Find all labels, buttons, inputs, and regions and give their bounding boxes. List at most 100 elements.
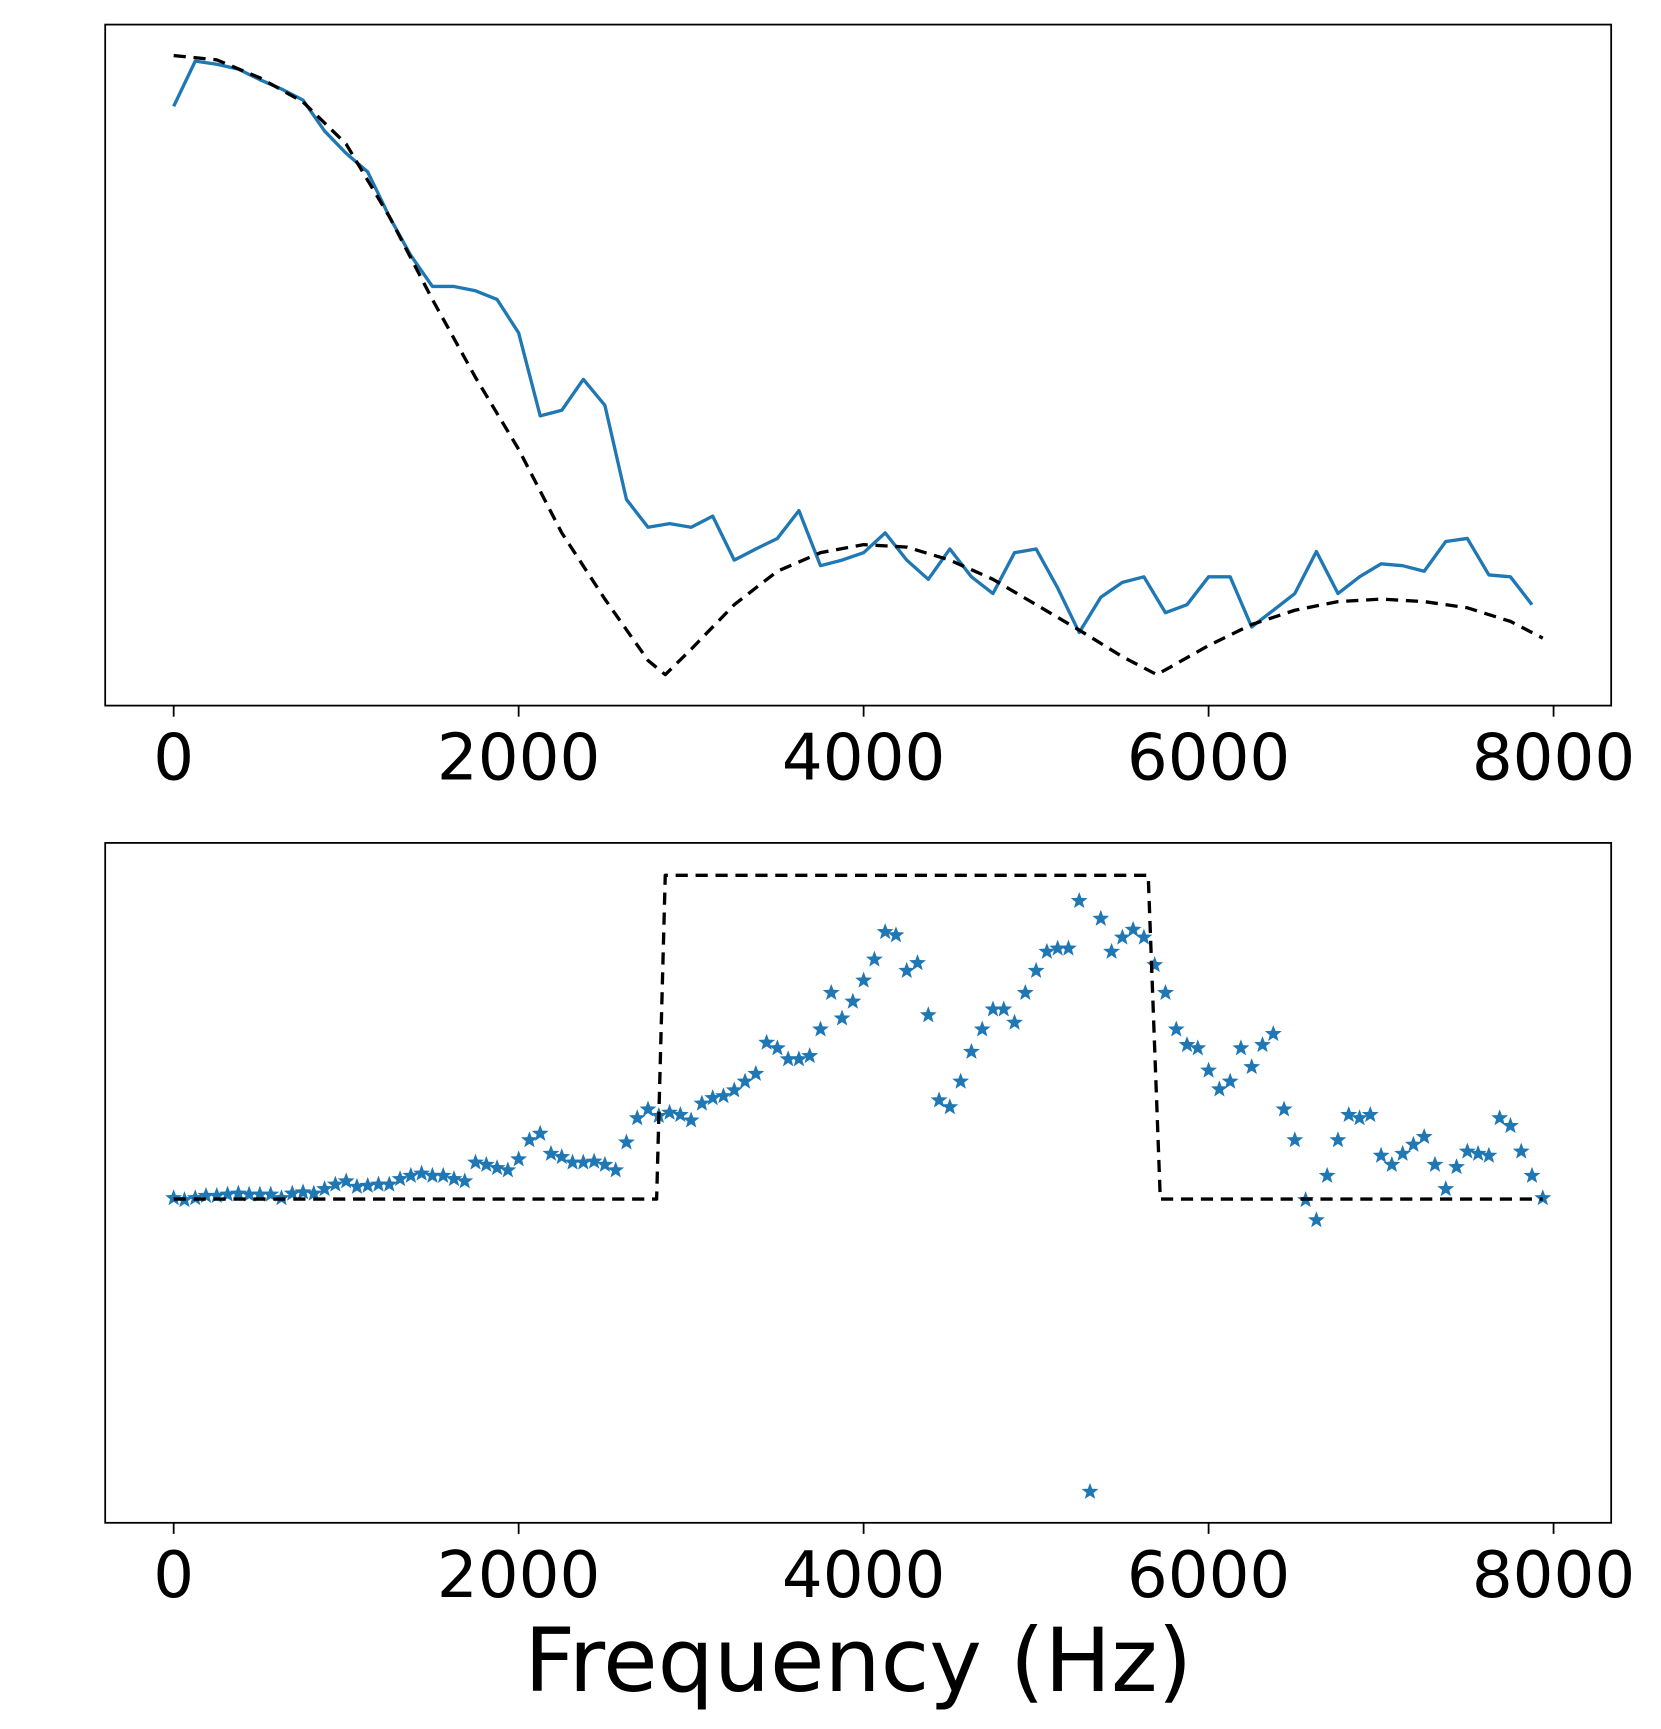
star-marker bbox=[758, 1033, 776, 1050]
star-marker bbox=[1016, 983, 1034, 1000]
star-marker bbox=[1210, 1080, 1228, 1097]
star-marker bbox=[1351, 1109, 1368, 1126]
star-marker bbox=[1135, 928, 1153, 945]
star-marker bbox=[671, 1106, 689, 1123]
star-marker bbox=[186, 1189, 204, 1206]
star-marker bbox=[240, 1185, 258, 1202]
star-marker bbox=[1491, 1109, 1509, 1126]
star-marker bbox=[1329, 1131, 1347, 1148]
star-marker bbox=[294, 1183, 312, 1200]
star-marker bbox=[1189, 1039, 1207, 1056]
star-marker bbox=[1415, 1128, 1433, 1145]
plot-area bbox=[172, 53, 1544, 677]
star-marker bbox=[1275, 1100, 1293, 1117]
star-marker bbox=[1221, 1072, 1239, 1089]
star-marker bbox=[380, 1175, 398, 1192]
star-marker bbox=[391, 1170, 409, 1187]
star-marker bbox=[790, 1050, 808, 1067]
star-marker bbox=[477, 1155, 495, 1172]
star-marker bbox=[445, 1170, 463, 1187]
x-tick-label: 6000 bbox=[1127, 1538, 1290, 1613]
x-tick-label: 2000 bbox=[437, 721, 600, 796]
star-marker bbox=[1103, 942, 1120, 959]
star-marker bbox=[618, 1133, 635, 1150]
star-marker bbox=[1458, 1142, 1476, 1159]
star-marker bbox=[1318, 1166, 1336, 1183]
star-marker bbox=[715, 1087, 732, 1104]
star-marker bbox=[165, 1189, 183, 1206]
star-marker bbox=[370, 1175, 387, 1192]
star-marker bbox=[1534, 1189, 1552, 1206]
star-marker bbox=[1254, 1036, 1271, 1053]
star-marker bbox=[434, 1166, 452, 1183]
star-marker bbox=[262, 1185, 280, 1202]
star-marker bbox=[779, 1050, 797, 1067]
star-marker bbox=[359, 1176, 377, 1193]
star-marker bbox=[768, 1039, 786, 1056]
star-marker bbox=[283, 1184, 301, 1201]
star-marker bbox=[1167, 1020, 1185, 1037]
star-marker bbox=[1372, 1146, 1390, 1163]
star-marker bbox=[639, 1100, 657, 1117]
axes-frame bbox=[104, 23, 1613, 707]
star-marker bbox=[973, 1020, 991, 1037]
star-marker bbox=[725, 1081, 743, 1098]
star-marker bbox=[855, 971, 873, 988]
star-marker bbox=[747, 1064, 765, 1081]
star-marker bbox=[1512, 1142, 1530, 1159]
star-marker bbox=[1081, 1482, 1099, 1499]
x-tick-label: 0 bbox=[153, 721, 194, 796]
star-marker bbox=[1404, 1135, 1422, 1152]
star-marker bbox=[423, 1166, 441, 1183]
star-marker bbox=[898, 961, 916, 978]
plot-area bbox=[165, 873, 1552, 1499]
star-marker bbox=[930, 1091, 948, 1108]
star-marker bbox=[704, 1089, 722, 1106]
star-marker bbox=[574, 1153, 592, 1170]
star-marker bbox=[413, 1164, 431, 1181]
star-marker bbox=[984, 1000, 1002, 1017]
x-axis-label: Frequency (Hz) bbox=[524, 1609, 1192, 1712]
star-marker bbox=[208, 1186, 226, 1203]
star-marker bbox=[1006, 1013, 1023, 1030]
star-marker bbox=[1178, 1036, 1196, 1053]
star-marker bbox=[229, 1184, 247, 1201]
star-marker bbox=[1070, 892, 1088, 909]
star-marker bbox=[467, 1153, 484, 1170]
star-marker bbox=[962, 1042, 980, 1059]
star-marker bbox=[1394, 1144, 1412, 1161]
star-marker bbox=[1426, 1155, 1444, 1172]
star-marker bbox=[1060, 939, 1077, 956]
star-marker bbox=[682, 1111, 700, 1128]
star-marker bbox=[844, 992, 862, 1009]
star-marker bbox=[456, 1172, 474, 1189]
star-marker bbox=[1113, 928, 1131, 945]
star-marker bbox=[952, 1072, 970, 1089]
star-marker bbox=[564, 1153, 581, 1170]
x-tick-label: 2000 bbox=[437, 1538, 600, 1613]
star-marker bbox=[197, 1186, 215, 1203]
x-tick-label: 0 bbox=[153, 1538, 194, 1613]
x-tick-label: 6000 bbox=[1127, 721, 1290, 796]
axes-frame bbox=[104, 842, 1613, 1524]
star-marker bbox=[402, 1166, 420, 1183]
star-marker bbox=[1049, 939, 1067, 956]
star-marker bbox=[995, 1000, 1013, 1017]
star-marker bbox=[1264, 1025, 1282, 1042]
star-marker bbox=[693, 1094, 711, 1111]
star-marker bbox=[1480, 1146, 1498, 1163]
star-marker bbox=[499, 1161, 517, 1178]
star-marker bbox=[1286, 1131, 1304, 1148]
star-marker bbox=[607, 1161, 625, 1178]
star-marker bbox=[801, 1047, 819, 1064]
data-line bbox=[172, 59, 1534, 635]
star-marker bbox=[326, 1175, 344, 1192]
star-marker bbox=[812, 1020, 829, 1037]
x-tick-label: 4000 bbox=[782, 1538, 945, 1613]
star-marker bbox=[1027, 961, 1045, 978]
x-tick-label: 4000 bbox=[782, 721, 945, 796]
dashed-line bbox=[173, 53, 1544, 677]
star-marker bbox=[1038, 942, 1056, 959]
star-marker bbox=[876, 923, 894, 940]
